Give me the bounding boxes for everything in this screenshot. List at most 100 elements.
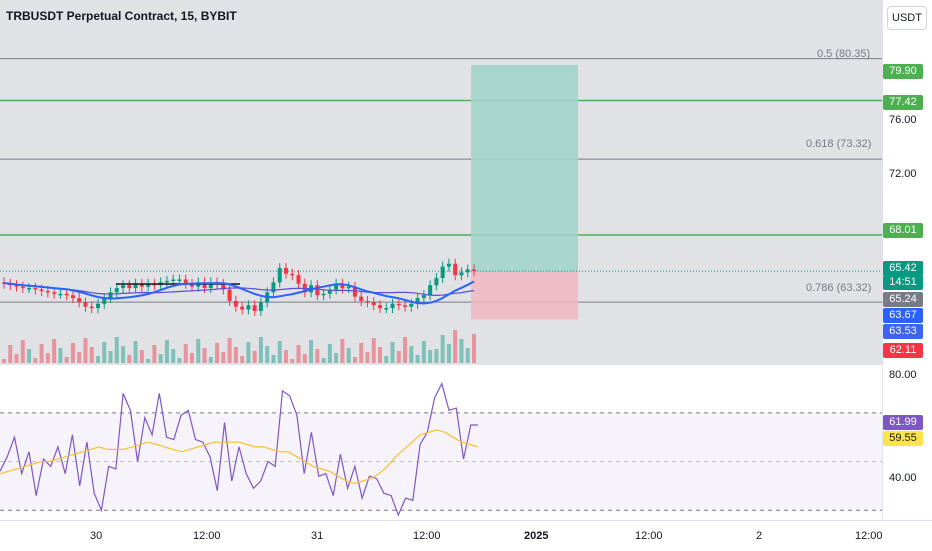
candle-body <box>396 303 401 306</box>
time-label-year: 2025 <box>524 530 549 542</box>
rsi-signal-line <box>0 429 479 485</box>
volume-bar <box>183 344 188 363</box>
volume-bar <box>321 358 326 363</box>
candle-body <box>177 279 182 281</box>
candle-body <box>390 303 395 309</box>
volume-bar <box>327 344 332 363</box>
candle-body <box>378 305 382 309</box>
candle-body <box>434 278 439 286</box>
price-pane[interactable] <box>0 0 882 365</box>
candle-body <box>108 292 113 299</box>
price-tag-level-68[interactable]: 68.01 <box>883 223 923 238</box>
volume-bar <box>102 342 107 363</box>
candle-body <box>221 283 226 290</box>
volume-bar <box>20 340 25 363</box>
candle-body <box>340 283 345 289</box>
candle-body <box>171 279 176 281</box>
volume-bar <box>171 349 176 363</box>
volume-bar <box>378 347 382 363</box>
candle-body <box>446 263 451 267</box>
candle-body <box>240 306 245 310</box>
price-tag-ma-1[interactable]: 63.67 <box>883 308 923 323</box>
volume-bar <box>227 338 232 363</box>
volume-bar <box>472 334 476 363</box>
volume-bar <box>233 347 238 363</box>
currency-button[interactable]: USDT <box>887 6 927 30</box>
candle-body <box>258 302 263 311</box>
volume-bar <box>446 344 451 363</box>
candle-body <box>164 280 169 283</box>
volume-bar <box>127 355 132 363</box>
candle-body <box>77 298 82 303</box>
price-tick: 72.00 <box>889 168 917 180</box>
volume-bar <box>315 349 320 363</box>
volume-bar <box>215 343 220 363</box>
pane-separator[interactable] <box>0 365 932 369</box>
price-tag-fib[interactable]: 65.24 <box>883 292 923 307</box>
volume-bar <box>177 358 182 363</box>
volume-bar <box>302 354 307 363</box>
volume-bar <box>164 340 169 363</box>
time-label: 12:00 <box>413 530 441 542</box>
fib-label-0-618: 0.618 (73.32) <box>806 138 872 150</box>
candle-body <box>252 305 257 311</box>
volume-bar <box>290 359 295 363</box>
volume-bar <box>158 354 163 363</box>
volume-bar <box>52 339 57 363</box>
candle-body <box>403 305 408 307</box>
volume-bar <box>396 351 401 363</box>
candle-body <box>227 289 232 301</box>
volume-bar <box>359 343 364 363</box>
candle-body <box>183 279 188 284</box>
volume-bar <box>77 352 82 363</box>
rsi-tick: 80.00 <box>889 369 917 381</box>
candle-body <box>271 282 276 293</box>
volume-bar <box>346 348 351 363</box>
rsi-value-tag[interactable]: 61.99 <box>883 415 923 430</box>
volume-bar <box>45 353 50 363</box>
volume-bar <box>434 349 439 363</box>
position-profit-zone <box>471 65 578 273</box>
candle-body <box>440 266 445 279</box>
volume-bar <box>64 357 69 363</box>
candle-body <box>139 283 144 287</box>
volume-bar <box>133 341 138 363</box>
candle-body <box>284 268 288 274</box>
volume-bar <box>8 345 13 363</box>
candle-body <box>70 295 75 299</box>
volume-bar <box>334 353 339 363</box>
rsi-signal-tag[interactable]: 59.55 <box>883 431 923 446</box>
candle-body <box>83 302 88 307</box>
volume-bar <box>190 353 194 363</box>
candle-body <box>327 289 332 294</box>
volume-bar <box>221 352 226 363</box>
volume-bar <box>208 357 213 363</box>
price-tag-stop[interactable]: 62.11 <box>883 343 923 358</box>
candle-body <box>459 272 464 276</box>
symbol-title[interactable]: TRBUSDT Perpetual Contract, 15, BYBIT <box>6 9 237 23</box>
volume-bar <box>114 337 119 363</box>
volume-bar <box>246 342 251 363</box>
candle-body <box>58 293 63 296</box>
candle-body <box>39 289 44 292</box>
candle-body <box>296 275 301 284</box>
price-tag-ma-2[interactable]: 63.53 <box>883 324 923 339</box>
price-tick: 76.00 <box>889 114 917 126</box>
candle-body <box>96 303 100 309</box>
volume-bar <box>415 355 420 363</box>
volume-bar <box>139 350 144 363</box>
candle-body <box>27 288 32 290</box>
price-tag-level-77[interactable]: 77.42 <box>883 95 923 110</box>
candle-body <box>127 285 132 289</box>
candle-body <box>315 285 320 296</box>
volume-bar <box>252 351 257 363</box>
rsi-pane[interactable] <box>0 369 882 520</box>
volume-bar <box>459 339 464 363</box>
price-tag-target[interactable]: 79.90 <box>883 64 923 79</box>
fib-label-0-786: 0.786 (63.32) <box>806 282 872 294</box>
price-tag-last-price[interactable]: 65.42 <box>883 261 923 276</box>
rsi-line <box>0 381 478 517</box>
volume-bar <box>96 356 100 363</box>
volume-bar <box>70 343 75 363</box>
time-axis[interactable] <box>0 520 932 551</box>
